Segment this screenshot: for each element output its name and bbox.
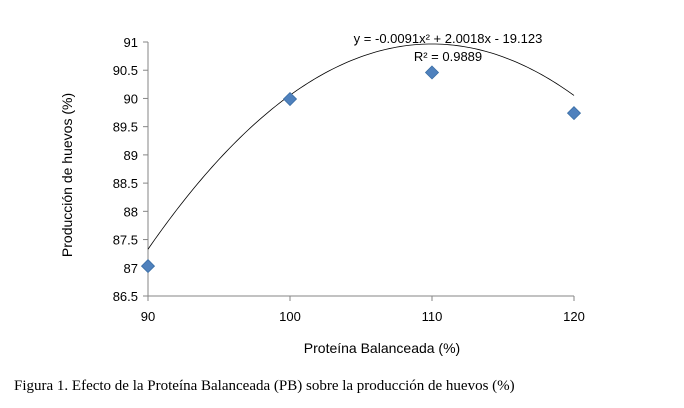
- x-axis-title: Proteína Balanceada (%): [304, 340, 460, 356]
- x-tick-label: 120: [563, 309, 585, 324]
- y-tick-label: 90.5: [113, 63, 138, 78]
- data-point: [140, 259, 156, 274]
- y-tick-label: 86.5: [113, 289, 138, 304]
- r-squared-label: R² = 0.9889: [414, 49, 482, 64]
- data-point: [424, 65, 440, 80]
- y-tick-label: 89.5: [113, 120, 138, 135]
- y-tick-label: 87.5: [113, 233, 138, 248]
- figure-caption: Figura 1. Efecto de la Proteína Balancea…: [14, 378, 515, 394]
- y-tick-label: 88.5: [113, 176, 138, 191]
- x-tick-label: 90: [141, 309, 155, 324]
- y-tick-label: 91: [124, 35, 138, 50]
- tick-labels: 86.5 87 87.5 88 88.5 89 89.5 90 90.5 91 90 100 110 12…: [113, 35, 585, 324]
- y-tick-label: 90: [124, 91, 138, 106]
- x-tick-label: 100: [279, 309, 301, 324]
- y-tick-label: 88: [124, 204, 138, 219]
- x-tick-label: 110: [422, 309, 443, 324]
- y-tick-label: 89: [124, 148, 138, 163]
- y-axis-title: Producción de huevos (%): [59, 93, 75, 257]
- trendline: [147, 43, 575, 250]
- data-point: [282, 91, 298, 107]
- trendline-equation: y = -0.0091x² + 2.0018x - 19.123: [354, 31, 543, 46]
- chart: 86.5 87 87.5 88 88.5 89 89.5 90 90.5 91 90 100 110 12…: [59, 31, 585, 356]
- axes: [143, 41, 575, 301]
- data-points: [140, 65, 582, 274]
- data-point: [566, 106, 582, 121]
- y-tick-label: 87: [124, 261, 138, 276]
